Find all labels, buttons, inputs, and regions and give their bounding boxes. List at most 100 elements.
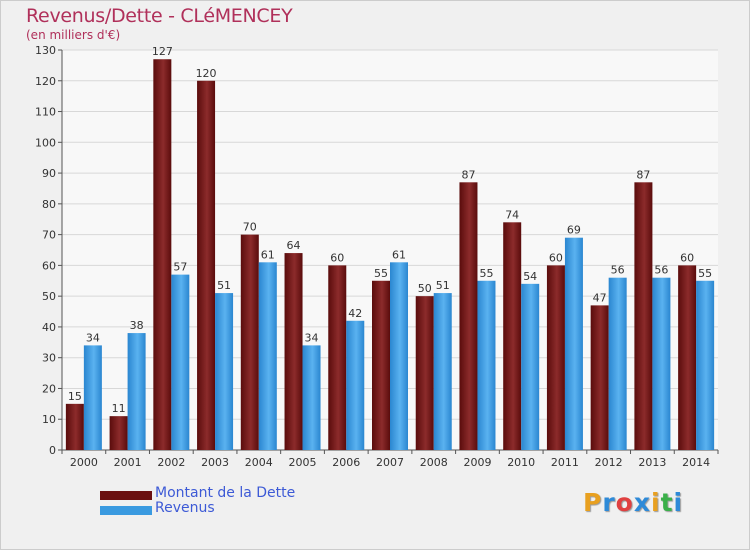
data-label-revenus: 51 <box>217 279 231 292</box>
legend-label-revenus: Revenus <box>155 500 215 516</box>
data-label-revenus: 54 <box>523 270 537 283</box>
bar-revenus <box>127 333 146 450</box>
bar-revenus <box>171 274 190 450</box>
x-tick-label: 2005 <box>289 456 317 469</box>
data-label-debt: 120 <box>196 67 217 80</box>
bar-revenus <box>390 262 408 450</box>
bar-revenus <box>521 283 540 450</box>
bar-revenus <box>258 262 277 450</box>
data-label-debt: 50 <box>418 282 432 295</box>
y-tick-label: 0 <box>49 444 56 457</box>
x-tick-label: 2008 <box>420 456 448 469</box>
data-label-revenus: 38 <box>130 319 144 332</box>
x-tick-label: 2000 <box>70 456 98 469</box>
bar-revenus <box>477 280 496 450</box>
bar-debt <box>197 80 216 451</box>
x-tick-label: 2004 <box>245 456 273 469</box>
y-tick-label: 90 <box>42 167 56 180</box>
bar-debt <box>459 182 478 451</box>
bar-revenus <box>346 320 365 450</box>
x-tick-label: 2011 <box>551 456 579 469</box>
data-label-debt: 47 <box>593 291 607 304</box>
bar-debt <box>503 222 522 450</box>
data-label-revenus: 55 <box>479 267 493 280</box>
bar-debt <box>415 296 434 450</box>
data-label-debt: 55 <box>374 267 388 280</box>
x-tick-label: 2009 <box>463 456 491 469</box>
bar-revenus <box>215 293 234 450</box>
y-tick-label: 30 <box>42 352 56 365</box>
bar-debt <box>546 265 565 450</box>
data-label-revenus: 69 <box>567 224 581 237</box>
data-label-debt: 87 <box>461 168 475 181</box>
data-label-debt: 74 <box>505 208 519 221</box>
data-label-revenus: 56 <box>654 264 668 277</box>
x-tick-label: 2002 <box>157 456 185 469</box>
bar-revenus <box>608 277 627 450</box>
x-tick-label: 2013 <box>638 456 666 469</box>
data-label-debt: 64 <box>287 239 301 252</box>
bar-revenus <box>433 293 452 450</box>
x-tick-label: 2006 <box>332 456 360 469</box>
data-label-debt: 60 <box>549 251 563 264</box>
legend-label-debt: Montant de la Dette <box>155 485 296 501</box>
y-tick-label: 100 <box>35 136 56 149</box>
bar-revenus <box>302 345 321 450</box>
logo-letter: i <box>673 488 684 517</box>
data-label-revenus: 57 <box>173 261 187 274</box>
x-tick-label: 2003 <box>201 456 229 469</box>
logo-letter: i <box>651 488 661 517</box>
logo-letter: P <box>583 488 603 517</box>
y-tick-label: 120 <box>35 75 56 88</box>
y-tick-label: 80 <box>42 198 56 211</box>
y-tick-label: 20 <box>42 382 56 395</box>
data-label-revenus: 34 <box>305 331 319 344</box>
bar-revenus <box>652 277 671 450</box>
data-label-debt: 60 <box>680 251 694 264</box>
bar-debt <box>240 234 259 450</box>
bar-debt <box>109 416 128 450</box>
data-label-revenus: 61 <box>392 248 406 261</box>
chart-subtitle: (en milliers d'€) <box>26 28 121 42</box>
data-label-revenus: 34 <box>86 331 100 344</box>
bar-debt <box>65 403 84 450</box>
data-label-debt: 87 <box>636 168 650 181</box>
chart-title: Revenus/Dette - CLéMENCEY <box>26 5 293 27</box>
x-tick-label: 2010 <box>507 456 535 469</box>
data-label-debt: 127 <box>152 45 173 58</box>
logo-letter: o <box>615 488 634 517</box>
logo-letter: x <box>633 488 651 517</box>
x-tick-label: 2012 <box>595 456 623 469</box>
bar-debt <box>284 253 303 450</box>
bar-revenus <box>696 280 715 450</box>
y-tick-label: 50 <box>42 290 56 303</box>
proxiti-logo: Proxiti <box>583 488 683 517</box>
y-tick-label: 60 <box>42 259 56 272</box>
data-label-revenus: 55 <box>698 267 712 280</box>
data-label-debt: 60 <box>330 251 344 264</box>
x-tick-label: 2001 <box>114 456 142 469</box>
y-tick-label: 130 <box>35 44 56 57</box>
data-label-revenus: 42 <box>348 307 362 320</box>
data-label-revenus: 51 <box>436 279 450 292</box>
data-label-debt: 11 <box>112 402 126 415</box>
logo-letter: t <box>660 488 674 517</box>
y-tick-label: 70 <box>42 229 56 242</box>
logo-letter: r <box>602 488 616 517</box>
x-tick-label: 2007 <box>376 456 404 469</box>
data-label-debt: 70 <box>243 221 257 234</box>
bar-debt <box>328 265 347 450</box>
bar-debt <box>590 305 609 450</box>
bar-revenus <box>83 345 102 450</box>
data-label-debt: 15 <box>68 390 82 403</box>
y-tick-label: 10 <box>42 413 56 426</box>
bar-debt <box>634 182 653 451</box>
y-tick-label: 40 <box>42 321 56 334</box>
data-label-revenus: 56 <box>611 264 625 277</box>
bar-debt <box>678 265 697 450</box>
data-label-revenus: 61 <box>261 248 275 261</box>
bar-debt <box>153 59 172 450</box>
legend-swatch-debt <box>100 491 152 500</box>
y-tick-label: 110 <box>35 106 56 119</box>
